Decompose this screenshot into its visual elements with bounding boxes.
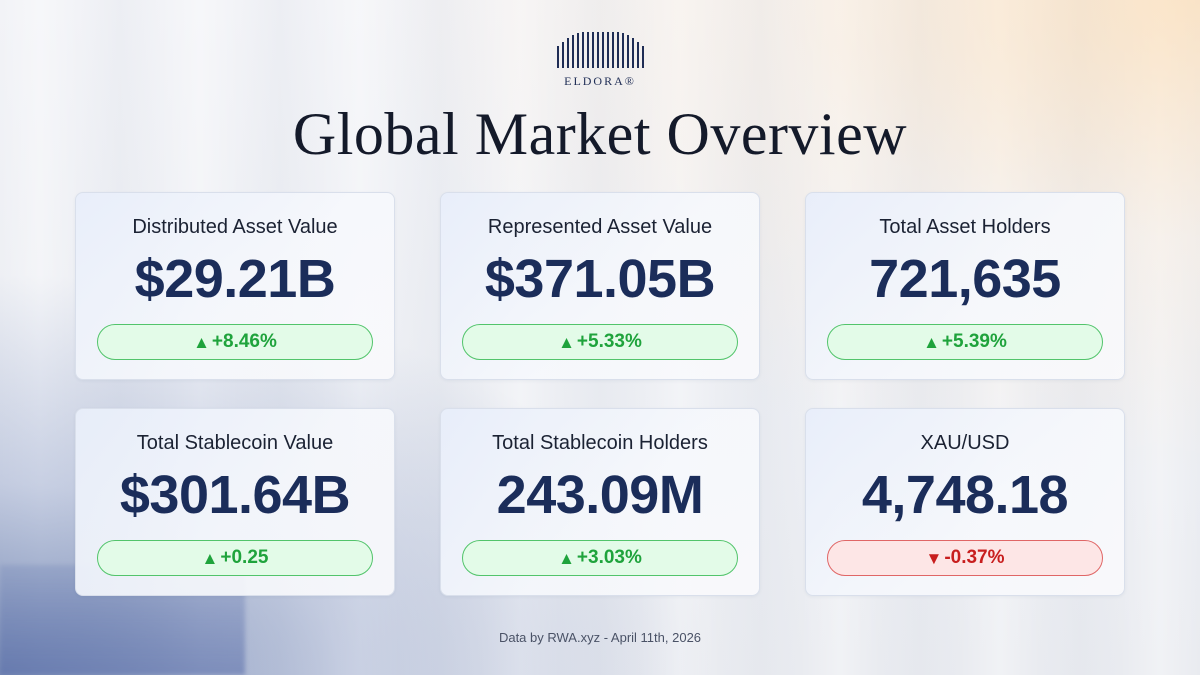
- change-value: -0.37%: [944, 547, 1005, 568]
- up-arrow-icon: ▲: [193, 332, 210, 352]
- change-badge: ▲ +5.39%: [827, 324, 1103, 360]
- page-title: Global Market Overview: [292, 101, 908, 167]
- metric-label: XAU/USD: [920, 432, 1010, 454]
- metric-value: 243.09M: [496, 465, 704, 525]
- metric-value: 4,748.18: [861, 465, 1069, 525]
- change-badge: ▼ -0.37%: [827, 540, 1103, 576]
- up-arrow-icon: ▲: [201, 548, 219, 568]
- metric-label: Total Stablecoin Value: [136, 432, 334, 454]
- metric-card: Distributed Asset Value $29.21B ▲ +8.46%: [75, 192, 395, 380]
- metric-label: Total Stablecoin Holders: [492, 432, 708, 454]
- change-value: +3.03%: [576, 547, 642, 568]
- metric-value: 721,635: [869, 249, 1061, 309]
- down-arrow-icon: ▼: [925, 548, 943, 568]
- change-badge: ▲ +3.03%: [462, 540, 738, 576]
- change-badge: ▲ +0.25: [97, 540, 373, 576]
- metric-card: Total Stablecoin Value $301.64B ▲ +0.25: [75, 408, 395, 596]
- data-source-footer: Data by RWA.xyz - April 11th, 2026: [498, 630, 702, 645]
- brand-logo: ELDORA®: [0, 32, 1200, 89]
- change-badge: ▲ +5.33%: [462, 324, 738, 360]
- change-value: +5.39%: [941, 331, 1007, 352]
- up-arrow-icon: ▲: [558, 332, 575, 352]
- logo-mark-icon: [556, 32, 644, 68]
- metric-card: Represented Asset Value $371.05B ▲ +5.33…: [440, 192, 760, 380]
- metric-value: $371.05B: [484, 249, 716, 309]
- metric-card: Total Stablecoin Holders 243.09M ▲ +3.03…: [440, 408, 760, 596]
- change-value: +8.46%: [211, 331, 277, 352]
- change-value: +5.33%: [576, 331, 642, 352]
- up-arrow-icon: ▲: [558, 548, 575, 568]
- metric-value: $29.21B: [134, 249, 336, 309]
- metric-label: Total Asset Holders: [879, 216, 1051, 238]
- up-arrow-icon: ▲: [923, 332, 940, 352]
- metric-value: $301.64B: [119, 465, 351, 525]
- change-badge: ▲ +8.46%: [97, 324, 373, 360]
- change-value: +0.25: [220, 547, 269, 568]
- metric-card: XAU/USD 4,748.18 ▼ -0.37%: [805, 408, 1125, 596]
- brand-name: ELDORA®: [564, 74, 636, 88]
- metric-card: Total Asset Holders 721,635 ▲ +5.39%: [805, 192, 1125, 380]
- metric-label: Distributed Asset Value: [132, 216, 338, 238]
- metrics-grid: Distributed Asset Value $29.21B ▲ +8.46%…: [75, 192, 1125, 596]
- metric-label: Represented Asset Value: [487, 216, 713, 238]
